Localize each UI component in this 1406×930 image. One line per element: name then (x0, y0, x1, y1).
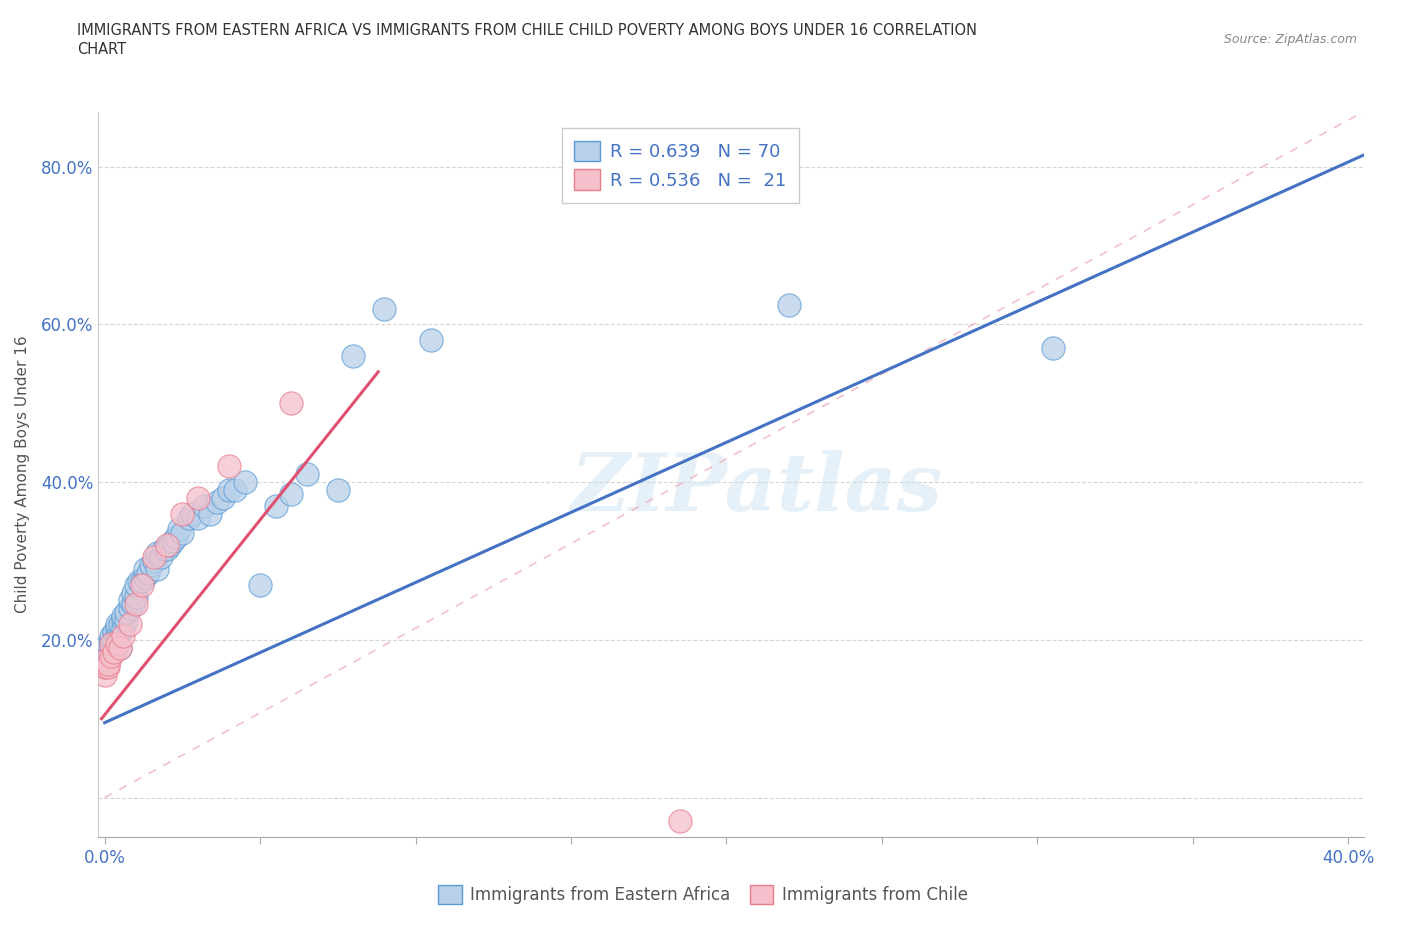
Point (249, 578, 271, 592)
Point (187, 490, 209, 505)
Point (115, 613, 138, 628)
Point (205, 495, 228, 510)
Point (146, 562, 169, 577)
Point (143, 550, 166, 565)
Point (152, 542, 174, 557)
Point (103, 632, 125, 647)
Point (141, 558, 163, 573)
Point (669, 814, 692, 829)
Point (211, 490, 233, 505)
Point (149, 550, 172, 565)
Point (373, 301, 395, 316)
Point (103, 625, 125, 640)
Point (131, 578, 153, 592)
Point (280, 486, 302, 501)
Legend: R = 0.639   N = 70, R = 0.536   N =  21: R = 0.639 N = 70, R = 0.536 N = 21 (561, 128, 800, 203)
Point (108, 625, 131, 640)
Point (112, 613, 135, 628)
Point (193, 498, 215, 513)
Point (134, 569, 156, 584)
Point (156, 542, 179, 557)
Point (108, 617, 131, 631)
Point (97, 641, 120, 656)
Point (100, 636, 122, 651)
Point (167, 522, 190, 537)
Point (118, 617, 141, 631)
Point (100, 636, 122, 651)
Point (125, 597, 148, 612)
Point (97, 636, 120, 651)
Point (224, 483, 246, 498)
Point (218, 459, 240, 474)
Point (100, 648, 122, 663)
Point (218, 483, 240, 498)
Point (105, 636, 128, 651)
Point (233, 474, 256, 489)
Point (97, 644, 120, 659)
Point (264, 498, 287, 513)
Point (112, 620, 135, 635)
Point (97, 652, 120, 667)
Point (93, 660, 115, 675)
Point (146, 546, 169, 561)
Point (118, 601, 141, 616)
Point (108, 641, 131, 656)
Point (108, 641, 131, 656)
Point (180, 506, 202, 521)
Point (115, 604, 138, 619)
Point (159, 538, 181, 552)
Point (162, 534, 184, 549)
Point (121, 597, 143, 612)
Y-axis label: Child Poverty Among Boys Under 16: Child Poverty Among Boys Under 16 (15, 336, 30, 613)
Point (165, 530, 187, 545)
Point (103, 636, 125, 651)
Point (125, 578, 148, 592)
Point (121, 585, 143, 600)
Point (93, 641, 115, 656)
Point (118, 593, 141, 608)
Point (105, 617, 128, 631)
Point (156, 538, 179, 552)
Text: ZIPatlas: ZIPatlas (571, 450, 942, 527)
Point (112, 609, 135, 624)
Point (93, 668, 115, 683)
Point (172, 506, 194, 521)
Point (128, 573, 150, 588)
Point (93, 652, 115, 667)
Point (187, 511, 209, 525)
Point (420, 333, 443, 348)
Text: CHART: CHART (77, 42, 127, 57)
Point (97, 656, 120, 671)
Point (326, 483, 349, 498)
Point (100, 644, 122, 659)
Point (134, 562, 156, 577)
Point (93, 648, 115, 663)
Point (200, 506, 222, 521)
Point (125, 589, 148, 604)
Point (172, 526, 194, 541)
Point (778, 298, 800, 312)
Point (295, 467, 318, 482)
Legend: Immigrants from Eastern Africa, Immigrants from Chile: Immigrants from Eastern Africa, Immigran… (432, 878, 974, 910)
Point (103, 644, 125, 659)
Point (100, 632, 122, 647)
Point (105, 629, 128, 644)
Point (93, 652, 115, 667)
Point (143, 553, 166, 568)
Point (136, 565, 159, 580)
Point (112, 629, 135, 644)
Point (105, 620, 128, 635)
Text: Source: ZipAtlas.com: Source: ZipAtlas.com (1223, 33, 1357, 46)
Point (93, 660, 115, 675)
Point (280, 396, 302, 411)
Point (97, 648, 120, 663)
Text: IMMIGRANTS FROM EASTERN AFRICA VS IMMIGRANTS FROM CHILE CHILD POVERTY AMONG BOYS: IMMIGRANTS FROM EASTERN AFRICA VS IMMIGR… (77, 23, 977, 38)
Point (100, 629, 122, 644)
Point (1042, 340, 1064, 355)
Point (97, 660, 120, 675)
Point (342, 349, 364, 364)
Point (131, 573, 153, 588)
Point (177, 511, 200, 525)
